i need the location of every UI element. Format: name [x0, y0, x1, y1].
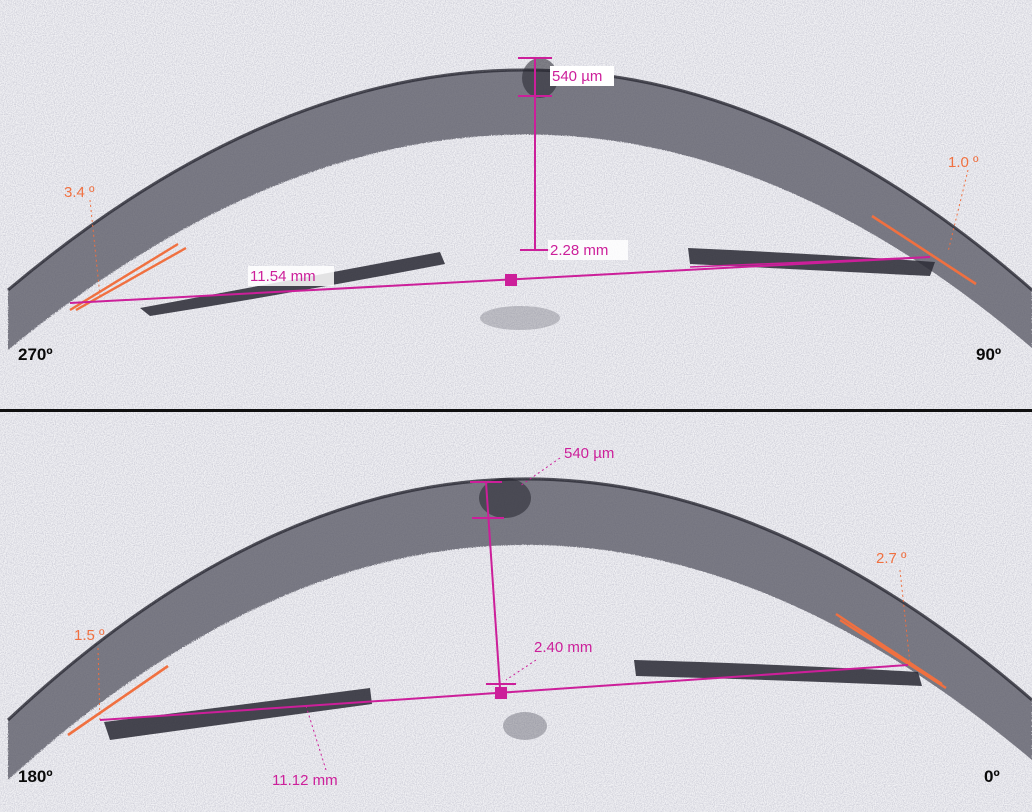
cornea-anterior-edge [6, 477, 1032, 722]
angle-leader-right [899, 569, 911, 665]
angle-value-right: 1.0 º [948, 154, 979, 171]
angle-line-right-b [839, 618, 947, 690]
cornea-band [8, 70, 1032, 350]
center-marker [505, 274, 517, 286]
angle-value-left: 1.5 º [74, 627, 105, 644]
a2a-leader [305, 705, 327, 771]
depth-line [485, 481, 501, 689]
orientation-left: 180º [18, 767, 53, 786]
panel-divider [0, 409, 1032, 412]
angle-to-angle-line [69, 256, 931, 304]
central-thickness-label: 540 µm [552, 68, 602, 85]
central-thickness-label: 540 µm [564, 445, 614, 462]
thickness-leader [519, 457, 561, 487]
scan-panel-bottom: 540 µm 2.40 mm 11.12 mm 1.5 º 2.7 º 180º… [0, 412, 1032, 812]
angle-value-left: 3.4 º [64, 184, 95, 201]
iris-left [104, 688, 372, 740]
center-marker [495, 687, 507, 699]
scan-panel-top: 540 µm 2.28 mm 11.54 mm 3.4 º 1.0 º 270º… [0, 0, 1032, 410]
depth-leader [505, 659, 537, 681]
angle-line-left-a [69, 242, 179, 312]
cornea-apex-dense [479, 478, 531, 518]
lens-shadow [503, 712, 547, 740]
thickness-label-bg [550, 66, 614, 86]
angle-to-angle-label: 11.54 mm [250, 268, 316, 285]
orientation-right: 0º [984, 767, 1000, 786]
depth-label-bg [548, 240, 628, 260]
angle-line-left [67, 664, 169, 737]
iris-plane-line [689, 256, 931, 268]
orientation-right: 90º [976, 345, 1001, 364]
angle-value-right: 2.7 º [876, 550, 907, 567]
anterior-chamber-depth-label: 2.28 mm [550, 242, 608, 259]
angle-leader-left [97, 647, 101, 723]
angle-line-right [871, 214, 977, 286]
angle-line-left-b [75, 246, 187, 312]
orientation-left: 270º [18, 345, 53, 364]
angle-line-right-a [835, 612, 943, 686]
angle-leader-right [947, 169, 969, 253]
angle-to-angle-label: 11.12 mm [272, 772, 338, 789]
angle-leader-left [89, 199, 101, 297]
cornea-band [8, 478, 1032, 780]
cornea-apex-dense [522, 58, 558, 98]
lens-shadow [480, 306, 560, 330]
anterior-chamber-depth-label: 2.40 mm [534, 639, 592, 656]
a2a-label-bg [248, 266, 334, 286]
